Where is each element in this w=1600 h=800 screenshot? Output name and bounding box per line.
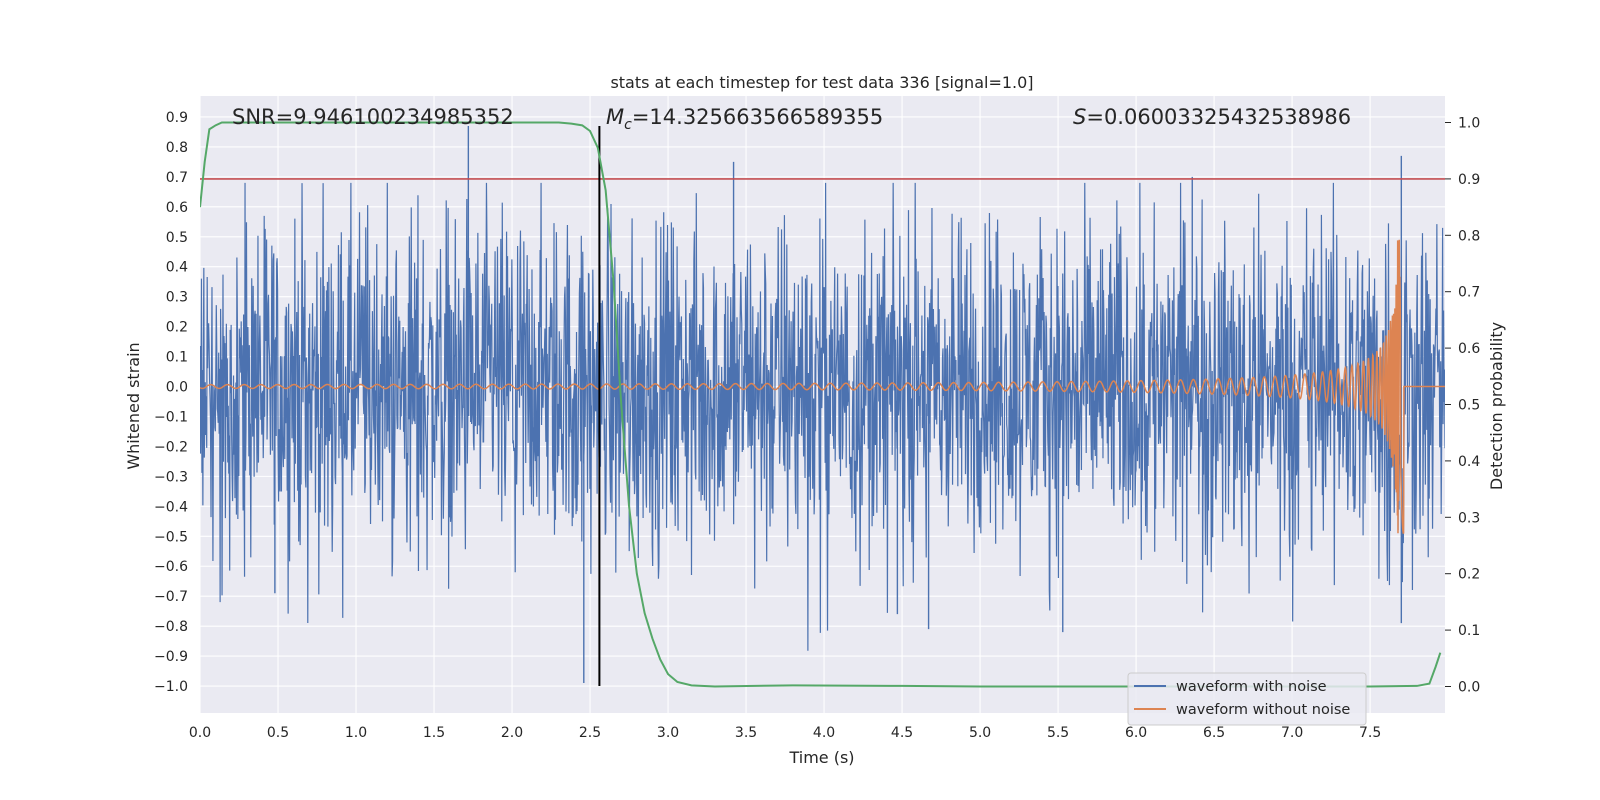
y-tick-label: −0.4 — [154, 499, 188, 515]
y-tick-label: −0.5 — [154, 529, 188, 545]
x-tick-label: 4.0 — [813, 725, 835, 741]
y-tick-label: −0.1 — [154, 409, 188, 425]
s-annotation: S=0.06003325432538986 — [1073, 105, 1351, 129]
y-tick-label: 0.2 — [166, 320, 188, 336]
legend-label-clean: waveform without noise — [1176, 702, 1350, 718]
y2-tick-label: 0.0 — [1458, 679, 1480, 695]
y-tick-label: −0.2 — [154, 439, 188, 455]
x-tick-label: 1.5 — [423, 725, 445, 741]
x-tick-label: 6.5 — [1203, 725, 1225, 741]
y-tick-label: −0.9 — [154, 649, 188, 665]
legend-label-noisy: waveform with noise — [1176, 679, 1327, 695]
x-tick-label: 6.0 — [1125, 725, 1147, 741]
x-tick-label: 0.0 — [189, 725, 211, 741]
y2-tick-label: 0.2 — [1458, 567, 1480, 583]
y-axis-ticks: 0.9 0.8 0.7 0.6 0.5 0.4 0.3 0.2 0.1 0.0 −0.1 −0.2 −0… — [154, 110, 188, 695]
x-tick-label: 3.0 — [657, 725, 679, 741]
x-axis-label: Time (s) — [788, 748, 854, 767]
x-tick-label: 5.5 — [1047, 725, 1069, 741]
y2-tick-label: 1.0 — [1458, 116, 1480, 132]
x-tick-label: 7.0 — [1281, 725, 1303, 741]
x-tick-label: 5.0 — [969, 725, 991, 741]
legend: waveform with noise waveform without noi… — [1127, 672, 1367, 726]
y2-axis-label: Detection probability — [1487, 322, 1506, 490]
y-tick-label: 0.8 — [166, 140, 188, 156]
series-waveform-with-noise — [200, 182, 1445, 651]
series-waveform-without-noise — [200, 239, 1445, 535]
x-tick-label: 2.0 — [501, 725, 523, 741]
y-tick-label: −1.0 — [154, 679, 188, 695]
y2-tick-label: 0.8 — [1458, 228, 1480, 244]
x-tick-label: 7.5 — [1359, 725, 1381, 741]
y-tick-label: 0.5 — [166, 230, 188, 246]
x-axis-ticks: 0.0 0.5 1.0 1.5 2.0 2.5 3.0 3.5 4.0 4.5 5.0 5.5 6.0 6… — [189, 725, 1381, 741]
series-detection-probability — [200, 121, 1442, 688]
y-tick-label: −0.7 — [154, 589, 188, 605]
y-tick-label: 0.4 — [166, 260, 188, 276]
y2-tick-label: 0.7 — [1458, 285, 1480, 301]
y-tick-label: 0.1 — [166, 350, 188, 366]
x-tick-label: 0.5 — [267, 725, 289, 741]
y2-tick-label: 0.4 — [1458, 454, 1480, 470]
y-tick-label: 0.9 — [166, 110, 188, 126]
x-tick-label: 4.5 — [891, 725, 913, 741]
chirp-mass-annotation: Mc=14.325663566589355 — [606, 105, 883, 133]
y-tick-label: 0.3 — [166, 290, 188, 306]
y2-tick-label: 0.5 — [1458, 398, 1480, 414]
chart-title: stats at each timestep for test data 336… — [610, 73, 1033, 92]
x-tick-label: 1.0 — [345, 725, 367, 741]
y-tick-label: −0.6 — [154, 559, 188, 575]
y2-axis-ticks: 1.0 0.9 0.8 0.7 0.6 0.5 0.4 0.3 0.2 0.1 0.0 — [1445, 116, 1480, 695]
legend-box — [1127, 672, 1367, 726]
y-tick-label: 0.7 — [166, 170, 188, 186]
y2-tick-label: 0.9 — [1458, 172, 1480, 188]
x-tick-label: 2.5 — [579, 725, 601, 741]
y2-tick-label: 0.1 — [1458, 623, 1480, 639]
y2-tick-label: 0.3 — [1458, 510, 1480, 526]
x-tick-label: 3.5 — [735, 725, 757, 741]
y-tick-label: −0.3 — [154, 469, 188, 485]
y-tick-label: 0.0 — [166, 380, 188, 396]
y-tick-label: 0.6 — [166, 200, 188, 216]
snr-annotation: SNR=9.946100234985352 — [232, 105, 514, 129]
y2-tick-label: 0.6 — [1458, 341, 1480, 357]
plot-content — [200, 121, 1445, 688]
y-axis-label: Whitened strain — [124, 342, 143, 469]
y-tick-label: −0.8 — [154, 619, 188, 635]
